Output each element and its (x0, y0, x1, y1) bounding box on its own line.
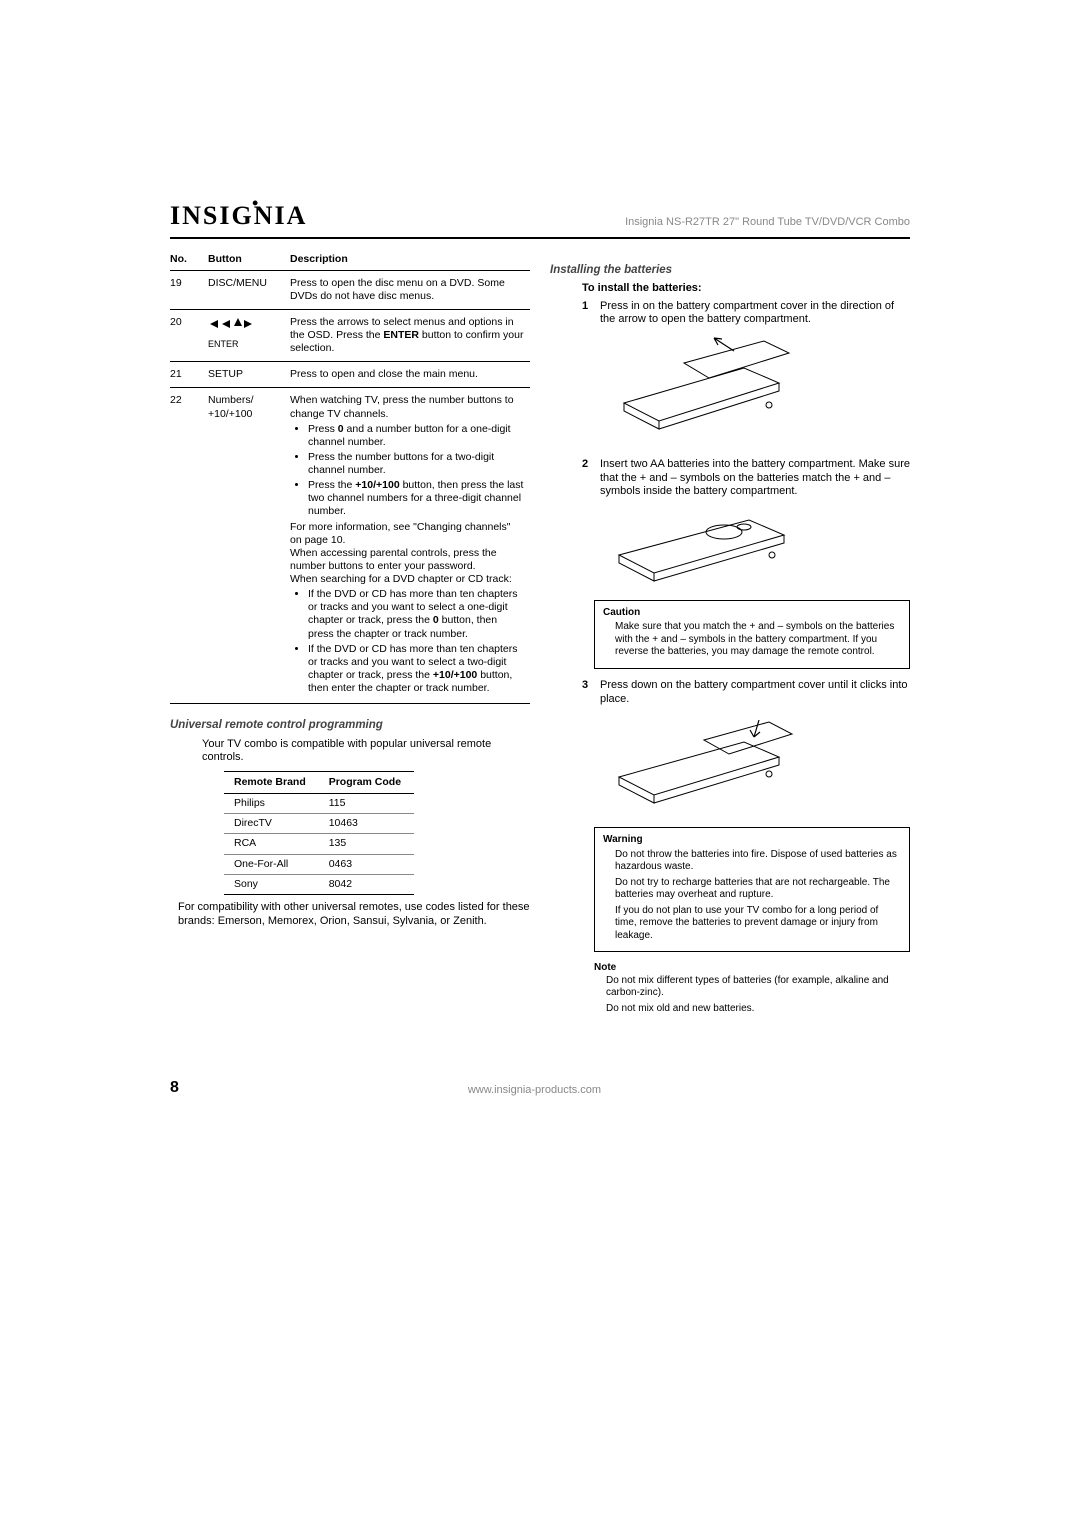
cell-code: 0463 (319, 854, 414, 874)
warning-box: Warning Do not throw the batteries into … (594, 827, 910, 952)
table-row: RCA135 (224, 834, 414, 854)
footer-url: www.insignia-products.com (468, 1084, 601, 1098)
th-code: Program Code (319, 772, 414, 794)
page-number: 8 (170, 1078, 179, 1098)
cell-no: 21 (170, 362, 208, 388)
th-button: Button (208, 249, 290, 271)
table-row: 19DISC/MENUPress to open the disc menu o… (170, 270, 530, 309)
note-line: Do not mix old and new batteries. (606, 1003, 910, 1016)
table-row: 22Numbers/+10/+100When watching TV, pres… (170, 388, 530, 704)
cell-description: When watching TV, press the number butto… (290, 388, 530, 704)
cell-button: SETUP (208, 362, 290, 388)
cell-description: Press to open and close the main menu. (290, 362, 530, 388)
cell-description: Press the arrows to select menus and opt… (290, 309, 530, 361)
table-row: 21SETUPPress to open and close the main … (170, 362, 530, 388)
universal-intro: Your TV combo is compatible with popular… (202, 738, 530, 766)
battery-diagram-3 (594, 712, 910, 817)
warning-title: Warning (603, 834, 901, 847)
battery-diagram-1 (594, 333, 910, 448)
table-row: One-For-All0463 (224, 854, 414, 874)
th-brand: Remote Brand (224, 772, 319, 794)
cell-brand: Sony (224, 874, 319, 894)
table-row: DirecTV10463 (224, 814, 414, 834)
th-description: Description (290, 249, 530, 271)
step-2: 2 Insert two AA batteries into the batte… (582, 458, 910, 499)
cell-brand: Philips (224, 794, 319, 814)
universal-heading: Universal remote control programming (170, 718, 530, 732)
header-subtitle: Insignia NS-R27TR 27" Round Tube TV/DVD/… (625, 216, 910, 233)
warning-line: If you do not plan to use your TV combo … (615, 905, 901, 943)
cell-code: 135 (319, 834, 414, 854)
batteries-heading: Installing the batteries (550, 263, 910, 277)
note-line: Do not mix different types of batteries … (606, 975, 910, 1000)
warning-line: Do not try to recharge batteries that ar… (615, 877, 901, 902)
cell-button: ENTER (208, 309, 290, 361)
cell-brand: DirecTV (224, 814, 319, 834)
note-block: Note Do not mix different types of batte… (594, 962, 910, 1015)
cell-description: Press to open the disc menu on a DVD. So… (290, 270, 530, 309)
step-3-text: Press down on the battery compartment co… (600, 679, 910, 707)
right-column: Installing the batteries To install the … (550, 249, 910, 1019)
step-1-text: Press in on the battery compartment cove… (600, 300, 910, 328)
caution-text: Make sure that you match the + and – sym… (615, 621, 901, 659)
cell-no: 22 (170, 388, 208, 704)
battery-steps-3: 3 Press down on the battery compartment … (582, 679, 910, 707)
remote-code-table: Remote Brand Program Code Philips115Dire… (224, 771, 414, 895)
brand-logo: INSIGNIA • (170, 200, 307, 233)
cell-button: DISC/MENU (208, 270, 290, 309)
cell-brand: RCA (224, 834, 319, 854)
note-title: Note (594, 962, 910, 975)
battery-steps-2: 2 Insert two AA batteries into the batte… (582, 458, 910, 499)
arrows-enter-icon (208, 316, 284, 338)
step-1: 1 Press in on the battery compartment co… (582, 300, 910, 328)
page-header: INSIGNIA • Insignia NS-R27TR 27" Round T… (170, 200, 910, 239)
left-column: No. Button Description 19DISC/MENUPress … (170, 249, 530, 1019)
table-row: 20ENTERPress the arrows to select menus … (170, 309, 530, 361)
battery-diagram-2 (594, 505, 910, 590)
step-2-text: Insert two AA batteries into the battery… (600, 458, 910, 499)
cell-code: 10463 (319, 814, 414, 834)
logo-dot-icon: • (252, 194, 260, 212)
page-footer: 8 www.insignia-products.com (170, 1078, 910, 1098)
warning-line: Do not throw the batteries into fire. Di… (615, 849, 901, 874)
batteries-subheading: To install the batteries: (582, 282, 910, 296)
cell-code: 8042 (319, 874, 414, 894)
step-3: 3 Press down on the battery compartment … (582, 679, 910, 707)
th-no: No. (170, 249, 208, 271)
table-row: Sony8042 (224, 874, 414, 894)
cell-button: Numbers/+10/+100 (208, 388, 290, 704)
cell-brand: One-For-All (224, 854, 319, 874)
table-row: Philips115 (224, 794, 414, 814)
cell-no: 20 (170, 309, 208, 361)
battery-steps: 1 Press in on the battery compartment co… (582, 300, 910, 328)
universal-compat-note: For compatibility with other universal r… (178, 901, 530, 929)
button-description-table: No. Button Description 19DISC/MENUPress … (170, 249, 530, 705)
cell-no: 19 (170, 270, 208, 309)
caution-box: Caution Make sure that you match the + a… (594, 600, 910, 669)
logo-text: INSIGNIA (170, 201, 307, 230)
caution-title: Caution (603, 607, 901, 620)
cell-code: 115 (319, 794, 414, 814)
